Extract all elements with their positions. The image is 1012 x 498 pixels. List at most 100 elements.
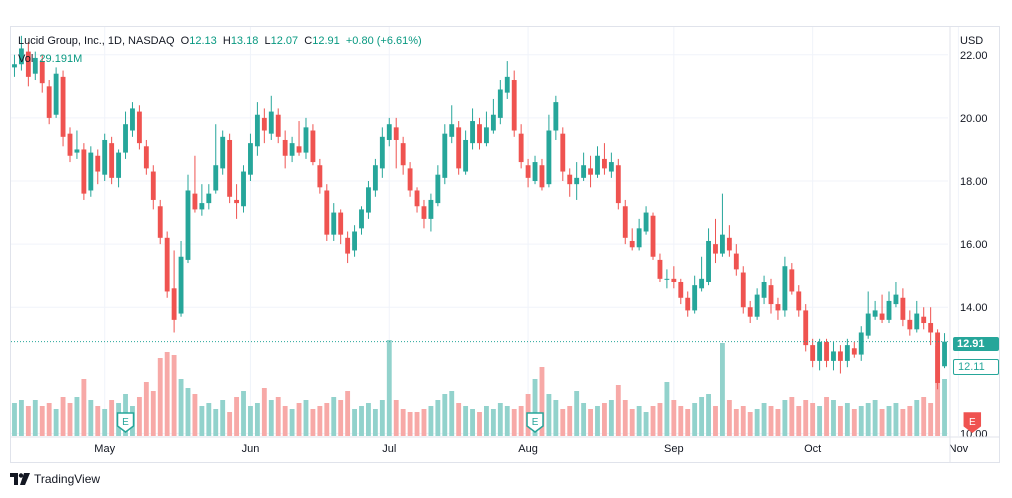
candle-body — [116, 152, 122, 178]
y-tick-label: 20.00 — [960, 113, 988, 125]
volume-bar — [602, 403, 607, 436]
volume-bar — [928, 403, 934, 436]
candle-body — [206, 193, 212, 204]
candle-body — [254, 114, 260, 147]
x-tick-label: Jun — [242, 443, 260, 455]
volume-bar — [338, 400, 344, 436]
volume-bar — [921, 397, 927, 436]
open-label: O — [180, 35, 190, 47]
candle-body — [511, 80, 517, 131]
volume-bar — [733, 409, 739, 436]
volume-bar — [567, 406, 573, 436]
volume-bar — [275, 397, 281, 436]
candle-body — [824, 341, 829, 361]
volume-bar — [615, 385, 621, 436]
earnings-marker-label: E — [122, 417, 129, 428]
volume-bar — [935, 346, 941, 436]
volume-bar — [386, 340, 392, 436]
candle-body — [914, 313, 920, 330]
candle-body — [477, 124, 482, 144]
candle-body — [581, 165, 587, 178]
earnings-marker-icon — [116, 412, 135, 433]
candle-body — [726, 237, 732, 251]
volume-bar — [192, 394, 198, 436]
volume-bar — [67, 403, 73, 436]
volume-bar — [699, 397, 705, 436]
open-value: 12.13 — [189, 35, 217, 47]
volume-bar — [359, 406, 364, 436]
candle-body — [338, 212, 344, 235]
volume-bar — [477, 412, 482, 436]
candle-body — [67, 133, 73, 156]
volume-bar — [206, 403, 212, 436]
tradingview-brand: TradingView — [34, 472, 101, 486]
volume-bar — [234, 397, 240, 436]
candle-body — [567, 174, 573, 185]
candle-body — [740, 272, 746, 308]
volume-bar — [518, 406, 524, 436]
candle-body — [810, 345, 816, 361]
candle-body — [366, 187, 371, 213]
volume-bar — [32, 400, 38, 436]
candle-body — [102, 139, 108, 175]
volume-bar — [428, 406, 434, 436]
volume-bar — [858, 406, 864, 436]
candle-body — [39, 61, 45, 84]
legend-header: Lucid Group, Inc., 1D, NASDAQ O12.13 H13… — [18, 35, 422, 47]
candle-body — [324, 190, 330, 235]
x-tick-label: May — [94, 443, 115, 455]
volume-bar — [588, 409, 593, 436]
candle-body — [261, 117, 267, 131]
volume-value: 29.191M — [39, 53, 83, 65]
candle-body — [622, 206, 628, 238]
volume-bar — [504, 406, 510, 436]
candle-body — [143, 146, 149, 169]
candle-body — [706, 240, 711, 282]
candle-body — [123, 124, 128, 153]
candle-body — [185, 190, 191, 260]
volume-bar — [914, 400, 920, 436]
candle-body — [768, 285, 774, 305]
volume-bar — [754, 409, 760, 436]
candle-body — [213, 165, 219, 191]
volume-bar — [886, 406, 892, 436]
earnings-marker-icon — [526, 412, 544, 433]
volume-bar — [109, 400, 115, 436]
volume-bar — [261, 388, 267, 436]
volume-bar — [643, 412, 649, 436]
volume-bar — [345, 391, 351, 436]
candle-body — [851, 348, 857, 355]
volume-bar — [574, 391, 580, 436]
volume-bar — [53, 409, 59, 436]
footer[interactable]: TradingView — [10, 472, 100, 486]
volume-bar — [324, 403, 330, 436]
candle-body — [650, 215, 656, 257]
candle-body — [879, 313, 885, 320]
candle-body — [525, 165, 531, 178]
tradingview-logo-icon — [10, 473, 30, 485]
close-label: C — [304, 35, 313, 47]
volume-bar — [95, 406, 101, 436]
candle-body — [782, 266, 788, 311]
candle-body — [844, 345, 850, 361]
open-price-tag: 12.11 — [953, 359, 999, 375]
volume-bar — [303, 400, 309, 436]
volume-bar — [143, 382, 149, 436]
volume-bar — [185, 388, 191, 436]
volume-bar — [463, 406, 469, 436]
candle-body — [303, 127, 309, 153]
candle-body — [386, 124, 392, 140]
candle-body — [484, 127, 489, 144]
volume-bar — [88, 400, 94, 436]
candle-body — [46, 86, 52, 118]
volume-bar — [393, 400, 399, 436]
y-tick-label: 22.00 — [960, 50, 988, 62]
candle-body — [837, 351, 843, 361]
volume-bar — [470, 409, 475, 436]
low-value: 12.07 — [270, 35, 299, 47]
volume-bar — [490, 409, 496, 436]
candle-body — [407, 168, 413, 191]
volume-bar — [692, 403, 698, 436]
candle-body — [504, 76, 510, 93]
